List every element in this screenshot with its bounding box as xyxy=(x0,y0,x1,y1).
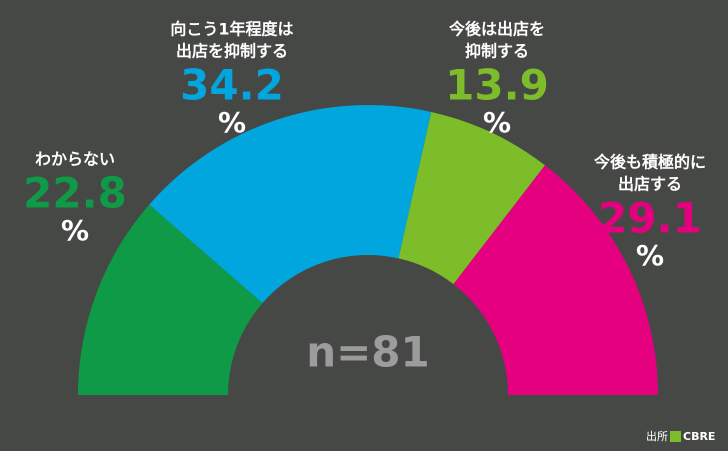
value-label: 13.9 xyxy=(445,61,549,110)
center-label: n=81 xyxy=(306,328,430,377)
value-label: 34.2 xyxy=(180,61,284,110)
category-label: 今後は出店を xyxy=(448,20,545,39)
category-label: 今後も積極的に xyxy=(593,153,706,172)
source-name: CBRE xyxy=(683,430,715,443)
unit-label: % xyxy=(61,214,89,247)
segment xyxy=(78,204,263,395)
segment xyxy=(453,165,658,395)
unit-label: % xyxy=(636,239,664,272)
segment xyxy=(398,111,546,285)
unit-label: % xyxy=(218,106,246,139)
value-label: 29.1 xyxy=(598,194,702,243)
category-label: 出店する xyxy=(618,175,682,194)
category-label: わからない xyxy=(35,150,115,169)
category-label: 出店を抑制する xyxy=(176,42,288,61)
source-label: 出所 xyxy=(646,429,668,443)
segment xyxy=(149,105,432,304)
category-label: 抑制する xyxy=(465,42,529,61)
unit-label: % xyxy=(483,106,511,139)
source-logo xyxy=(670,431,681,442)
value-label: 22.8 xyxy=(23,169,127,218)
category-label: 向こう1年程度は xyxy=(170,20,293,39)
